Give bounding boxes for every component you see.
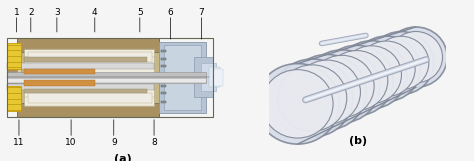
Text: 11: 11 bbox=[13, 138, 25, 147]
Ellipse shape bbox=[352, 36, 420, 102]
Bar bbox=[194, 57, 213, 97]
Bar bbox=[213, 69, 223, 86]
Ellipse shape bbox=[336, 41, 407, 109]
Bar bbox=[7, 43, 21, 69]
Bar bbox=[24, 57, 147, 62]
Bar bbox=[7, 86, 21, 111]
Text: 7: 7 bbox=[199, 8, 204, 17]
Ellipse shape bbox=[357, 41, 415, 97]
Text: 5: 5 bbox=[137, 8, 143, 17]
Bar bbox=[24, 49, 154, 106]
Bar bbox=[161, 101, 166, 103]
Bar bbox=[28, 93, 152, 103]
Text: 9: 9 bbox=[111, 138, 117, 147]
Bar bbox=[24, 89, 147, 93]
Bar bbox=[28, 52, 152, 62]
Text: 3: 3 bbox=[54, 8, 60, 17]
Bar bbox=[164, 45, 201, 110]
Ellipse shape bbox=[341, 46, 401, 104]
Bar bbox=[159, 42, 206, 113]
Ellipse shape bbox=[294, 60, 360, 124]
Bar bbox=[7, 72, 206, 83]
Text: 2: 2 bbox=[28, 8, 34, 17]
Ellipse shape bbox=[262, 70, 333, 138]
Ellipse shape bbox=[278, 65, 347, 131]
Text: (a): (a) bbox=[114, 154, 132, 161]
Ellipse shape bbox=[368, 32, 434, 95]
Bar bbox=[7, 55, 17, 100]
Bar bbox=[24, 80, 95, 86]
Bar bbox=[24, 69, 95, 74]
Ellipse shape bbox=[320, 45, 393, 116]
Ellipse shape bbox=[389, 32, 443, 83]
Ellipse shape bbox=[288, 54, 366, 130]
Ellipse shape bbox=[310, 55, 374, 117]
Ellipse shape bbox=[326, 51, 388, 110]
Bar bbox=[7, 84, 154, 90]
Bar bbox=[17, 38, 159, 117]
Bar bbox=[17, 38, 159, 52]
Bar bbox=[161, 85, 166, 87]
Bar bbox=[161, 58, 166, 60]
Bar bbox=[201, 63, 216, 91]
Bar bbox=[161, 50, 166, 52]
Bar bbox=[7, 38, 213, 117]
Text: (b): (b) bbox=[349, 136, 367, 146]
Ellipse shape bbox=[304, 50, 380, 123]
Ellipse shape bbox=[272, 59, 353, 137]
Text: 6: 6 bbox=[168, 8, 173, 17]
Ellipse shape bbox=[373, 36, 429, 90]
Text: 1: 1 bbox=[14, 8, 19, 17]
Bar bbox=[209, 67, 220, 87]
Text: 8: 8 bbox=[151, 138, 157, 147]
Bar bbox=[161, 65, 166, 67]
Text: 4: 4 bbox=[92, 8, 98, 17]
Bar bbox=[17, 103, 159, 117]
Ellipse shape bbox=[255, 64, 339, 144]
Bar bbox=[7, 63, 154, 69]
Bar bbox=[7, 46, 21, 109]
Bar bbox=[161, 92, 166, 94]
Bar bbox=[7, 79, 206, 81]
Ellipse shape bbox=[384, 27, 447, 87]
Bar bbox=[7, 73, 206, 79]
Text: 10: 10 bbox=[65, 138, 77, 147]
